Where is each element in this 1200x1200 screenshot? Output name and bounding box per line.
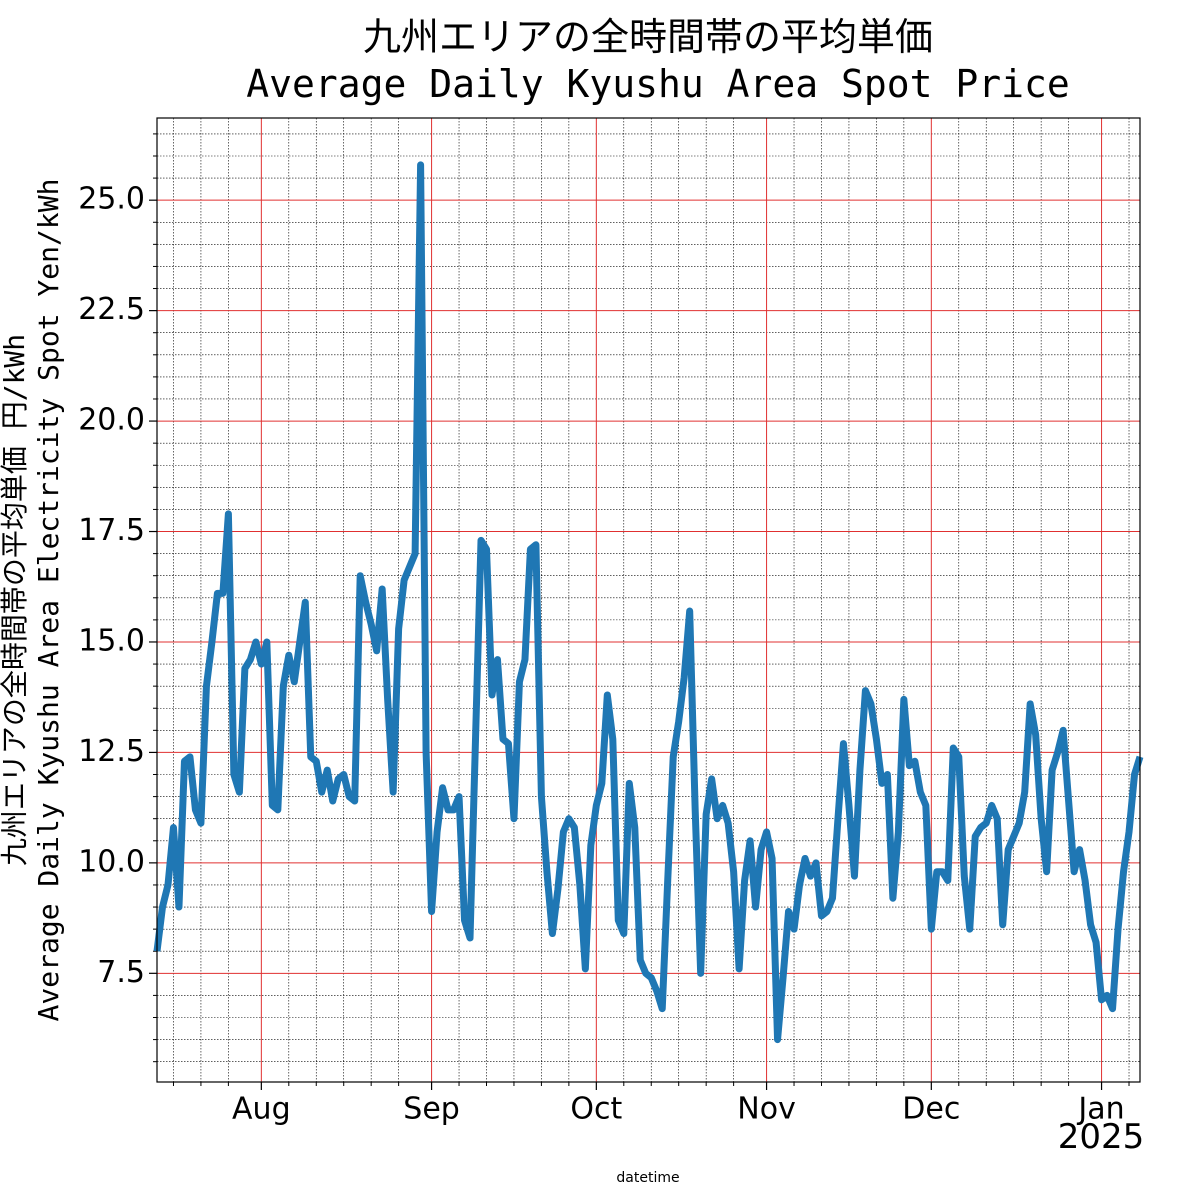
- y-tick-label: 15.0: [78, 623, 145, 658]
- x-axis-label: datetime: [616, 1170, 679, 1186]
- x-tick-label: Aug: [232, 1092, 291, 1127]
- y-tick-label: 10.0: [78, 844, 145, 879]
- x-offset-label: 2025: [1058, 1117, 1145, 1157]
- x-tick-label: Oct: [570, 1092, 622, 1127]
- x-tick-label: Sep: [403, 1092, 460, 1127]
- x-tick-label: Nov: [737, 1092, 796, 1127]
- y-tick-label: 25.0: [78, 182, 145, 217]
- plot-frame: [156, 117, 1141, 1083]
- y-tick-label: 12.5: [78, 734, 145, 769]
- y-tick-label: 7.5: [97, 955, 145, 990]
- plot-area: 7.5 10.0 12.5 15.0 17.5 20.0 22.5 25.0 Aug Sep Oct…: [78, 117, 1144, 1127]
- y-tick-label: 22.5: [78, 292, 145, 327]
- y-tick-label: 20.0: [78, 403, 145, 438]
- x-tick-label: Dec: [902, 1092, 960, 1127]
- y-axis-label: Average Daily Kyushu Area Electricity Sp…: [32, 179, 65, 1022]
- x-tick-label: Jan: [1076, 1092, 1124, 1127]
- y-tick-label: 17.5: [78, 513, 145, 548]
- y-axis-label: 九州エリアの全時間帯の平均単価 円/kWh: [0, 334, 31, 866]
- data-line: [153, 161, 1144, 1044]
- chart-title: 九州エリアの全時間帯の平均単価: [363, 15, 933, 59]
- chart-title: Average Daily Kyushu Area Spot Price: [246, 62, 1070, 106]
